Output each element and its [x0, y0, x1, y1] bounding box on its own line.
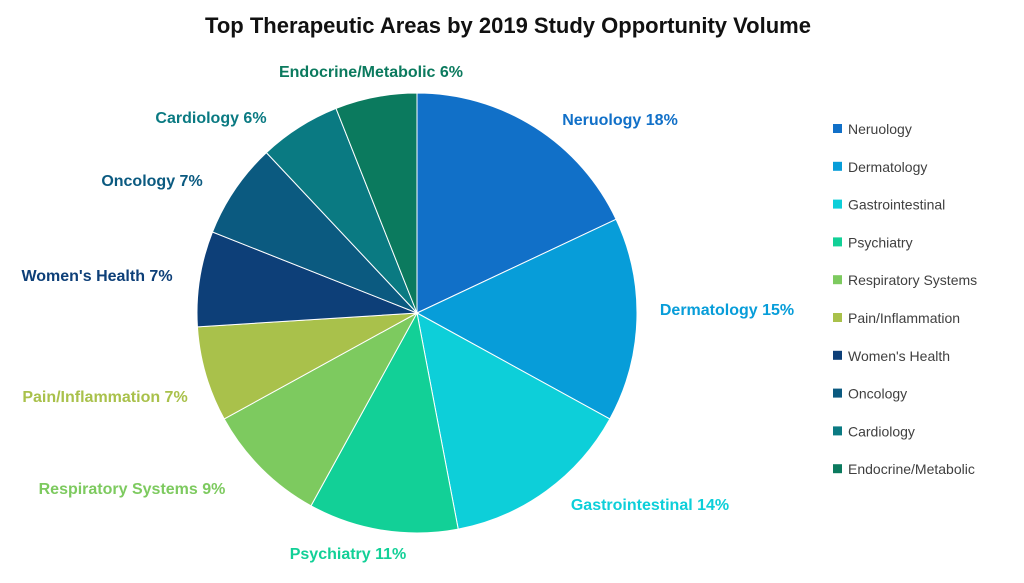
pie-slice-dermatology	[415, 218, 638, 420]
pie-slice-endocrine-metabolic	[335, 92, 418, 314]
legend-label: Cardiology	[848, 423, 915, 439]
legend-label: Neruology	[848, 121, 912, 137]
data-label: Dermatology 15%	[660, 302, 794, 319]
data-label: Cardiology 6%	[155, 110, 266, 127]
data-label: Pain/Inflammation 7%	[22, 389, 187, 406]
data-label: Respiratory Systems 9%	[39, 481, 226, 498]
pie-slice-gastrointestinal	[416, 312, 611, 530]
data-label: Women's Health 7%	[21, 268, 172, 285]
legend-label: Endocrine/Metabolic	[848, 461, 975, 477]
legend-swatch	[833, 199, 842, 209]
legend-label: Dermatology	[848, 159, 927, 175]
legend-swatch	[833, 426, 842, 436]
data-label: Oncology 7%	[101, 173, 202, 190]
legend-swatch	[833, 275, 842, 285]
data-label: Psychiatry 11%	[290, 546, 407, 563]
legend-label: Respiratory Systems	[848, 272, 977, 288]
legend-label: Women's Health	[848, 348, 950, 364]
legend-label: Oncology	[848, 386, 907, 402]
legend-swatch	[833, 237, 842, 247]
pie-slice-neruology	[416, 92, 617, 314]
legend-swatch	[833, 464, 842, 474]
legend-swatch	[833, 161, 842, 171]
legend-label: Pain/Inflammation	[848, 310, 960, 326]
legend-label: Gastrointestinal	[848, 197, 945, 213]
legend-swatch	[833, 313, 842, 322]
pie-slice-psychiatry	[310, 311, 459, 534]
legend-label: Psychiatry	[848, 234, 913, 250]
data-label: Endocrine/Metabolic 6%	[279, 64, 463, 81]
pie-slice-respiratory-systems	[223, 311, 419, 507]
legend-swatch	[833, 124, 842, 133]
data-label: Gastrointestinal 14%	[571, 497, 729, 514]
chart-title: Top Therapeutic Areas by 2019 Study Oppo…	[205, 13, 811, 38]
data-label: Neruology 18%	[562, 112, 678, 129]
legend-swatch	[833, 350, 842, 360]
legend-swatch	[833, 388, 842, 398]
